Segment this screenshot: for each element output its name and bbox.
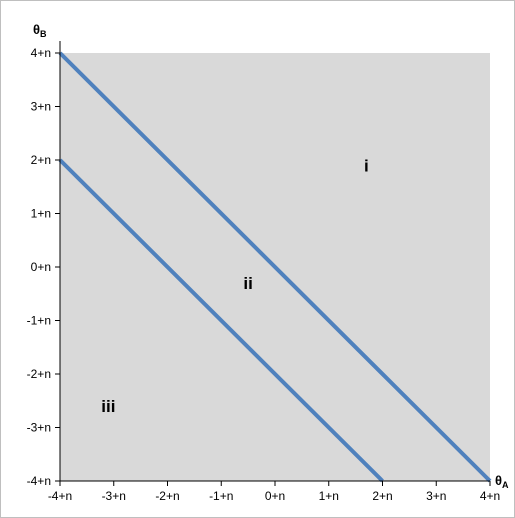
x-tick-label: 0+n — [265, 489, 285, 503]
region-label: iii — [101, 397, 115, 416]
y-axis-title-subscript: B — [40, 29, 47, 39]
x-tick-labels: -4+n -3+n -2+n -1+n 0+n 1+n 2+n 3+n 4+n — [48, 489, 500, 503]
y-tick-label: 4+n — [31, 46, 51, 60]
x-axis-title: θA — [495, 473, 509, 490]
series-line-1 — [58, 51, 492, 483]
x-tick-label: 1+n — [319, 489, 339, 503]
y-tick-label: -2+n — [27, 367, 51, 381]
y-tick-label: 1+n — [31, 207, 51, 221]
x-axis-title-subscript: A — [502, 480, 509, 490]
y-axis-title: θB — [33, 22, 47, 39]
x-tick-label: 2+n — [372, 489, 392, 503]
x-tick-label: -2+n — [155, 489, 179, 503]
x-tick-label: -1+n — [209, 489, 233, 503]
y-tick-label: -1+n — [27, 314, 51, 328]
axes — [55, 41, 491, 486]
y-tick-label: 2+n — [31, 153, 51, 167]
y-tick-label: 3+n — [31, 100, 51, 114]
x-tick-label: -3+n — [102, 489, 126, 503]
y-tick-labels: 4+n 3+n 2+n 1+n 0+n -1+n -2+n -3+n -4+n — [27, 46, 51, 488]
y-tick-label: -3+n — [27, 421, 51, 435]
x-tick-label: 4+n — [480, 489, 500, 503]
x-tick-label: 3+n — [426, 489, 446, 503]
y-tick-label: -4+n — [27, 474, 51, 488]
region-label: ii — [243, 274, 252, 293]
series-layer — [58, 51, 492, 483]
region-label: i — [364, 156, 369, 175]
y-tick-label: 0+n — [31, 260, 51, 274]
series-line-2 — [58, 158, 384, 483]
x-tick-label: -4+n — [48, 489, 72, 503]
